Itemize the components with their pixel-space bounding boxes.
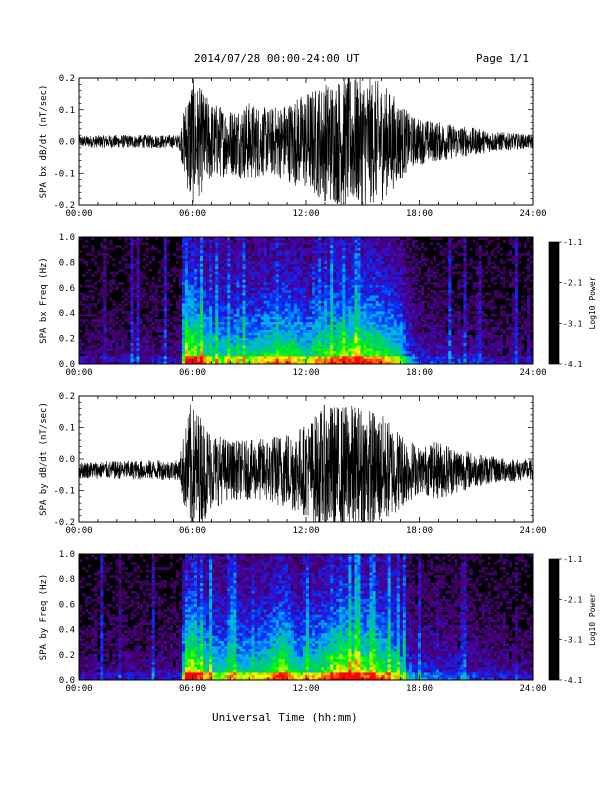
x-tick-label: 00:00 xyxy=(65,209,92,219)
colorbar-tick-label: -1.1 xyxy=(563,238,582,247)
y-tick-label: 1.0 xyxy=(59,233,75,243)
colorbar xyxy=(548,241,560,365)
page-indicator: Page 1/1 xyxy=(476,52,529,65)
y-axis-label: SPA by dB/dt (nT/sec) xyxy=(39,402,49,516)
y-axis-label: SPA bx Freq (Hz) xyxy=(39,257,49,344)
y-tick-label: 0.4 xyxy=(59,309,75,319)
y-tick-label: 0.1 xyxy=(59,106,75,116)
colorbar-label: Log10 Power xyxy=(588,593,597,646)
colorbar-tick-label: -3.1 xyxy=(563,319,582,328)
y-tick-label: 0.2 xyxy=(59,335,75,345)
x-tick-label: 24:00 xyxy=(519,209,546,219)
x-tick-label: 18:00 xyxy=(406,209,433,219)
x-tick-label: 06:00 xyxy=(179,209,206,219)
y-tick-label: 0.2 xyxy=(59,392,75,402)
colorbar-tick-label: -2.1 xyxy=(563,279,582,288)
x-tick-label: 12:00 xyxy=(292,209,319,219)
x-tick-label: 00:00 xyxy=(65,526,92,536)
x-tick-label: 24:00 xyxy=(519,526,546,536)
spectrogram-cells xyxy=(79,237,534,365)
y-tick-label: -0.2 xyxy=(53,518,75,528)
y-tick-label: 0.0 xyxy=(59,455,75,465)
y-tick-label: 0.8 xyxy=(59,258,75,268)
colorbar-label: Log10 Power xyxy=(588,276,597,329)
x-tick-label: 00:00 xyxy=(65,684,92,694)
plot-title: 2014/07/28 00:00-24:00 UT xyxy=(194,52,360,65)
x-tick-label: 12:00 xyxy=(292,526,319,536)
y-axis-label: SPA bx dB/dt (nT/sec) xyxy=(39,85,49,199)
x-tick-label: 12:00 xyxy=(292,368,319,378)
y-tick-label: -0.1 xyxy=(53,169,75,179)
y-tick-label: -0.2 xyxy=(53,201,75,211)
x-tick-label: 00:00 xyxy=(65,368,92,378)
x-tick-label: 24:00 xyxy=(519,368,546,378)
x-tick-label: 06:00 xyxy=(179,368,206,378)
x-tick-label: 24:00 xyxy=(519,684,546,694)
y-tick-label: 1.0 xyxy=(59,550,75,560)
colorbar-tick-label: -3.1 xyxy=(563,636,582,645)
x-tick-label: 06:00 xyxy=(179,526,206,536)
y-tick-label: 0.2 xyxy=(59,651,75,661)
colorbar-tick-label: -4.1 xyxy=(563,676,582,685)
colorbar xyxy=(548,558,560,681)
y-tick-label: 0.4 xyxy=(59,626,75,636)
waveform-series xyxy=(78,77,534,206)
y-tick-label: 0.0 xyxy=(59,360,75,370)
x-axis-title: Universal Time (hh:mm) xyxy=(212,711,358,724)
x-tick-label: 18:00 xyxy=(406,526,433,536)
x-tick-label: 18:00 xyxy=(406,684,433,694)
y-tick-label: 0.6 xyxy=(59,600,75,610)
x-tick-label: 12:00 xyxy=(292,684,319,694)
waveform-series xyxy=(78,404,534,523)
y-tick-label: 0.0 xyxy=(59,138,75,148)
colorbar-tick-label: -1.1 xyxy=(563,555,582,564)
spectrogram-cells xyxy=(79,554,534,681)
y-tick-label: 0.1 xyxy=(59,424,75,434)
x-tick-label: 18:00 xyxy=(406,368,433,378)
y-tick-label: -0.1 xyxy=(53,487,75,497)
colorbar-tick-label: -2.1 xyxy=(563,595,582,604)
y-axis-label: SPA by Freq (Hz) xyxy=(39,574,49,661)
colorbar-tick-label: -4.1 xyxy=(563,360,582,369)
y-tick-label: 0.2 xyxy=(59,74,75,84)
x-tick-label: 06:00 xyxy=(179,684,206,694)
y-tick-label: 0.0 xyxy=(59,676,75,686)
y-tick-label: 0.8 xyxy=(59,575,75,585)
y-tick-label: 0.6 xyxy=(59,284,75,294)
